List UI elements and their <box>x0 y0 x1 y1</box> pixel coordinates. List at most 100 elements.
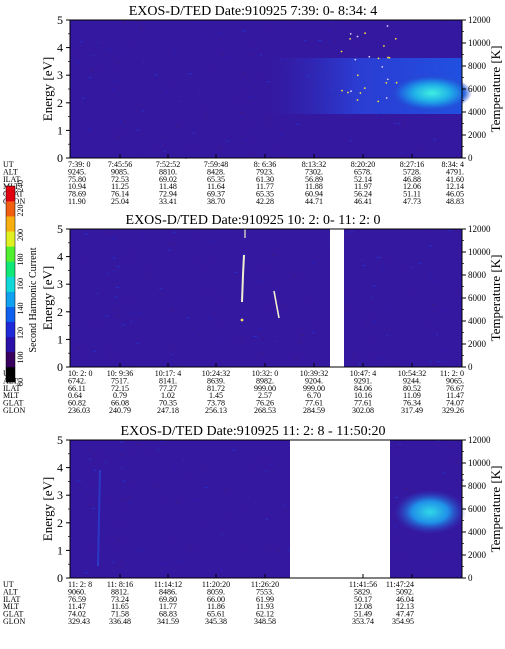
p3-noise-speck <box>147 504 149 506</box>
p1-noise-speck <box>417 150 420 152</box>
p3-noise-speck <box>395 497 398 498</box>
p2-noise-speck <box>215 264 219 266</box>
p2-noise-speck <box>186 317 190 319</box>
p3-y-tick-label: 2 <box>57 516 63 530</box>
p2-noise-speck <box>432 304 436 305</box>
p2-ephem-row-label: GLON <box>3 406 25 415</box>
p1-ephem-value: 46.05 <box>446 190 464 199</box>
p3-noise-speck <box>454 558 457 560</box>
p2-noise-speck <box>443 309 447 311</box>
p1-sparkle <box>368 55 371 58</box>
p3-noise-speck <box>81 540 84 542</box>
p2-noise-speck <box>428 324 430 326</box>
p2-ephem-value: 999.00 <box>303 384 325 393</box>
p1-sparkle <box>385 97 388 99</box>
p3-noise-speck <box>267 549 271 551</box>
p1-noise-speck <box>164 150 166 152</box>
p1-noise-speck <box>252 54 256 56</box>
p3-ephem-value: 12.08 <box>354 602 372 611</box>
p3-noise-speck <box>116 565 119 567</box>
panel-3-hot-region <box>394 490 466 534</box>
p1-ephem-value: 48.83 <box>446 197 464 206</box>
p2-ephem-value: 302.08 <box>352 406 374 415</box>
p1-ephem-value: 11.77 <box>256 182 274 191</box>
p1-ephem-value: 9085. <box>111 167 129 176</box>
p2-noise-speck <box>370 297 373 298</box>
colorbar-step <box>6 261 15 277</box>
p1-noise-speck <box>280 134 284 136</box>
p2-noise-speck <box>264 266 267 268</box>
p3-noise-speck <box>231 449 235 451</box>
p3-noise-speck <box>277 549 281 551</box>
p2-noise-speck <box>374 355 376 357</box>
p2-noise-speck <box>458 250 462 252</box>
p1-noise-speck <box>222 54 224 56</box>
p1-sparkle <box>356 74 359 77</box>
p2-noise-speck <box>168 310 173 312</box>
p2-noise-speck <box>373 320 377 322</box>
p2-noise-speck <box>412 287 414 289</box>
p2-noise-speck <box>272 254 276 256</box>
p2-noise-speck <box>328 239 330 241</box>
p1-ephem-value: 4791. <box>446 167 464 176</box>
colorbar-tick-label: 140 <box>16 303 25 315</box>
p1-ephem-value: 44.71 <box>305 197 323 206</box>
p2-noise-speck <box>348 356 351 358</box>
p3-noise-speck <box>93 469 97 471</box>
p1-noise-speck <box>178 100 180 102</box>
p3-noise-speck <box>119 441 124 443</box>
p3-noise-speck <box>147 454 150 456</box>
p3-ephem-value: 68.83 <box>159 610 177 619</box>
p1-y-tick-label: 0 <box>57 151 63 165</box>
p1-ephem-value: 25.04 <box>111 197 129 206</box>
p3-noise-speck <box>124 506 126 508</box>
p2-noise-speck <box>191 334 194 336</box>
p3-y2-tick-label: 12000 <box>468 435 491 445</box>
p1-noise-speck <box>205 117 209 119</box>
p3-noise-speck <box>229 499 234 500</box>
panel-1-ephemeris: UTALTILATMLTGLATGLON7:39: 09245.75.8010.… <box>3 154 464 206</box>
p2-y2-tick-label: 0 <box>468 362 473 372</box>
p1-ephem-value: 46.88 <box>403 175 421 184</box>
p1-noise-speck <box>238 116 242 118</box>
p2-noise-speck <box>171 244 175 246</box>
p3-noise-speck <box>92 562 96 564</box>
p2-y-tick-label: 0 <box>57 360 63 374</box>
p3-ephem-value: 11.93 <box>256 602 274 611</box>
p1-sparkle <box>340 50 343 53</box>
p2-noise-speck <box>276 341 278 342</box>
p2-ephem-value: 84.06 <box>354 384 372 393</box>
p3-ephem-value: 354.95 <box>392 617 414 626</box>
p2-ephem-value: 999.00 <box>254 384 276 393</box>
p1-noise-speck <box>248 96 253 98</box>
p1-sparkle <box>347 91 349 94</box>
p3-ephem-value: 76.59 <box>68 595 86 604</box>
p1-ephem-value: 6578. <box>354 167 372 176</box>
p2-ephem-value: 8982. <box>256 376 274 385</box>
p3-noise-speck <box>438 551 442 553</box>
p3-noise-speck <box>405 488 409 489</box>
p1-ephem-value: 11.64 <box>207 182 225 191</box>
p2-ephem-value: 10:39:32 <box>300 369 328 378</box>
p2-noise-speck <box>343 231 347 233</box>
p3-ephem-value: 11.47 <box>68 602 86 611</box>
p1-noise-speck <box>81 97 85 99</box>
p3-noise-speck <box>393 525 398 527</box>
p1-ephem-value: 11.48 <box>159 182 177 191</box>
p2-noise-speck <box>378 357 382 359</box>
p2-noise-speck <box>77 347 82 348</box>
p2-ephem-value: 247.18 <box>157 406 179 415</box>
p3-noise-speck <box>227 513 229 515</box>
p2-ephem-value: 77.61 <box>305 399 323 408</box>
p2-y2-tick-label: 4000 <box>468 316 487 326</box>
p1-ephem-value: 10.94 <box>68 182 86 191</box>
p1-noise-speck <box>95 69 97 71</box>
p2-noise-speck <box>239 337 243 339</box>
p2-ephem-value: 7517. <box>111 376 129 385</box>
p2-noise-speck <box>365 325 368 327</box>
panel-2-noise <box>70 229 462 367</box>
p2-noise-speck <box>80 313 83 315</box>
p1-noise-speck <box>453 20 456 22</box>
panel-2-title: EXOS-D/TED Date:910925 10: 2: 0- 11: 2: … <box>126 213 381 228</box>
p2-noise-speck <box>130 321 133 323</box>
